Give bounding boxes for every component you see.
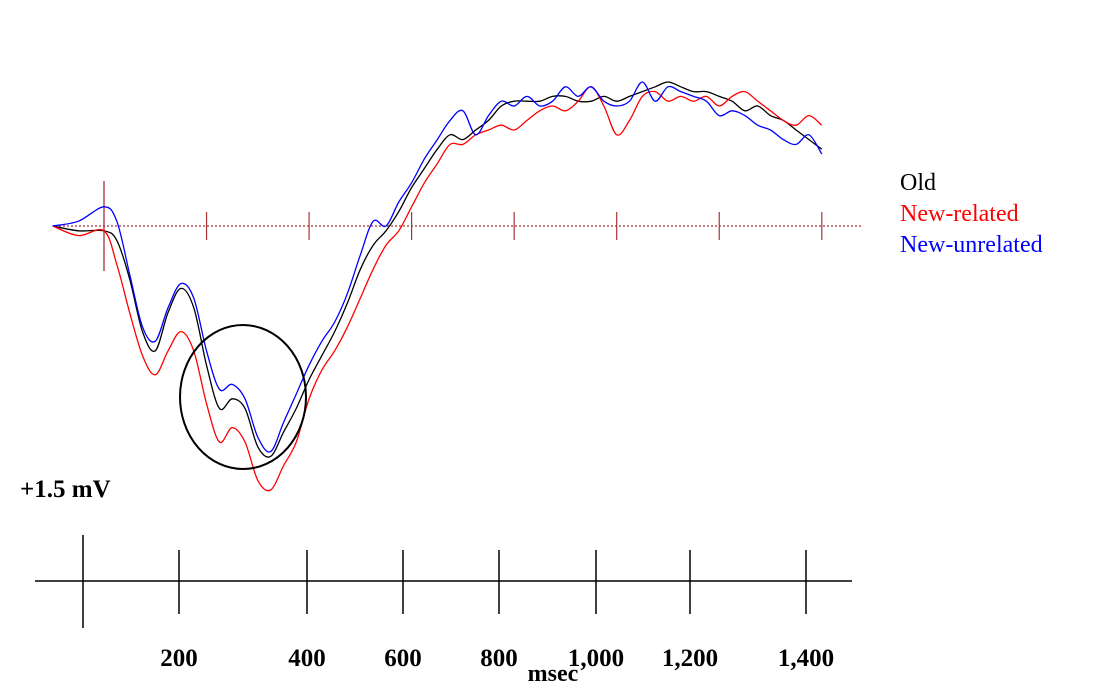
scale-axis: 200 400 600 800 1,000 1,200 1,400 [35, 535, 852, 672]
legend: Old New-related New-unrelated [900, 168, 1043, 261]
baseline-layer [55, 181, 862, 271]
x-tick-label: 1,200 [662, 645, 718, 672]
legend-item-new-related: New-related [900, 201, 1019, 227]
highlight-circle [179, 324, 307, 470]
x-tick-label: 200 [160, 645, 198, 672]
x-tick-label: 600 [384, 645, 422, 672]
x-tick-label: 1,400 [778, 645, 834, 672]
x-tick-label: 400 [288, 645, 326, 672]
x-axis-title: msec [527, 661, 579, 687]
amplitude-scale-label: +1.5 mV [20, 476, 111, 503]
series-line-new-related [52, 86, 823, 492]
legend-item-old: Old [900, 170, 936, 196]
x-tick-label: 1,000 [568, 645, 624, 672]
series-line-old [52, 81, 823, 458]
series-line-new-unrelated [52, 81, 823, 453]
legend-item-new-unrelated: New-unrelated [900, 232, 1043, 258]
x-tick-label: 800 [480, 645, 518, 672]
series-layer [52, 81, 823, 492]
